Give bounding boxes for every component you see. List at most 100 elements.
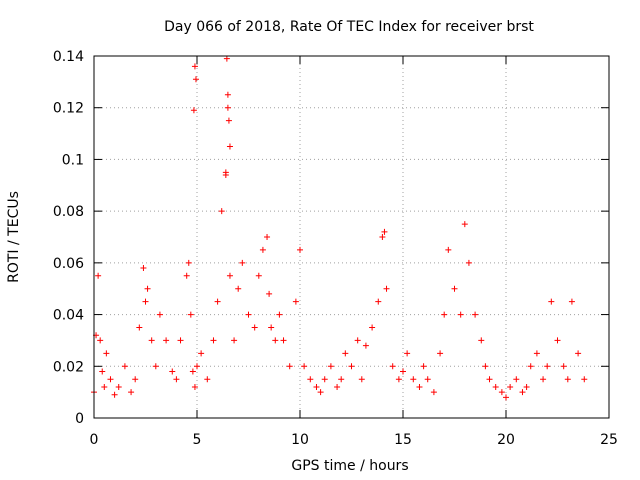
data-point (156, 311, 163, 318)
data-point (251, 324, 258, 331)
y-tick-label: 0.1 (62, 152, 84, 168)
data-point (183, 272, 190, 279)
data-point (255, 272, 262, 279)
x-tick-label: 5 (193, 432, 202, 448)
data-point (173, 376, 180, 383)
data-point (222, 171, 229, 178)
data-point (533, 350, 540, 357)
data-point (276, 311, 283, 318)
data-point (527, 363, 534, 370)
data-point (317, 389, 324, 396)
data-point (264, 234, 271, 240)
data-point (144, 285, 151, 292)
data-point (204, 376, 211, 383)
data-point (375, 298, 382, 305)
data-point (498, 389, 505, 396)
data-point (358, 376, 365, 383)
y-tick-label: 0 (75, 411, 84, 427)
data-point (187, 311, 194, 318)
data-point (224, 104, 231, 111)
data-point (286, 363, 293, 370)
data-point (198, 350, 205, 357)
axis-ticks: 0 0.02 0.04 0.06 0.08 0.1 0.12 0.14 0 5 10 15 20 25 (53, 49, 618, 448)
data-point (441, 311, 448, 318)
y-tick-label: 0.04 (53, 308, 84, 324)
data-point (224, 91, 231, 98)
data-point (301, 363, 308, 370)
data-point (231, 337, 238, 344)
data-point (210, 337, 217, 344)
data-point (268, 324, 275, 331)
data-point (214, 298, 221, 305)
data-point (152, 363, 159, 370)
data-point (280, 337, 287, 344)
data-point (503, 394, 509, 401)
data-point (334, 383, 341, 390)
data-point (581, 376, 588, 383)
data-point (381, 228, 388, 235)
data-point (191, 63, 198, 70)
data-point (420, 363, 427, 370)
data-point (235, 285, 242, 292)
data-point (97, 337, 104, 344)
data-point (192, 76, 199, 83)
data-point (259, 246, 266, 253)
data-point (513, 376, 520, 383)
data-point (486, 376, 493, 383)
data-point (404, 350, 411, 357)
data-point (379, 234, 386, 240)
data-point (544, 363, 551, 370)
data-point (575, 350, 582, 357)
data-point (354, 337, 361, 344)
data-point (225, 117, 232, 124)
x-tick-label: 0 (90, 432, 99, 448)
data-point (136, 324, 143, 331)
data-point (107, 376, 114, 383)
data-point (266, 290, 273, 297)
data-point (189, 368, 196, 375)
data-point (457, 311, 464, 318)
data-point (321, 376, 328, 383)
data-point (395, 376, 402, 383)
data-point (132, 376, 139, 383)
data-points (91, 55, 588, 401)
data-point (472, 311, 479, 318)
data-point (194, 363, 200, 370)
chart-title: Day 066 of 2018, Rate Of TEC Index for r… (164, 19, 534, 35)
data-point (424, 376, 431, 383)
data-point (190, 107, 197, 114)
data-point (191, 383, 198, 390)
data-point (451, 285, 458, 292)
data-point (148, 337, 155, 344)
data-point (410, 376, 417, 383)
grid-lines (94, 56, 609, 418)
data-point (478, 337, 485, 344)
y-tick-label: 0.02 (53, 359, 84, 375)
data-point (121, 363, 128, 370)
x-tick-label: 25 (600, 432, 618, 448)
data-point (111, 391, 118, 398)
data-point (292, 298, 299, 305)
data-point (163, 337, 170, 344)
data-point (307, 376, 314, 383)
x-tick-label: 15 (394, 432, 412, 448)
data-point (245, 311, 252, 318)
x-tick-label: 10 (291, 432, 309, 448)
y-axis-label: ROTI / TECUs (6, 191, 22, 283)
data-point (128, 389, 135, 396)
y-tick-label: 0.08 (53, 204, 84, 220)
data-point (140, 265, 147, 272)
data-point (560, 363, 567, 370)
data-point (519, 389, 526, 396)
data-point (348, 363, 355, 370)
data-point (554, 337, 561, 344)
data-point (95, 272, 102, 279)
data-point (169, 368, 176, 375)
data-point (115, 383, 122, 390)
data-point (313, 383, 320, 390)
y-tick-label: 0.06 (53, 256, 84, 272)
y-tick-label: 0.14 (53, 49, 84, 65)
data-point (400, 368, 406, 375)
